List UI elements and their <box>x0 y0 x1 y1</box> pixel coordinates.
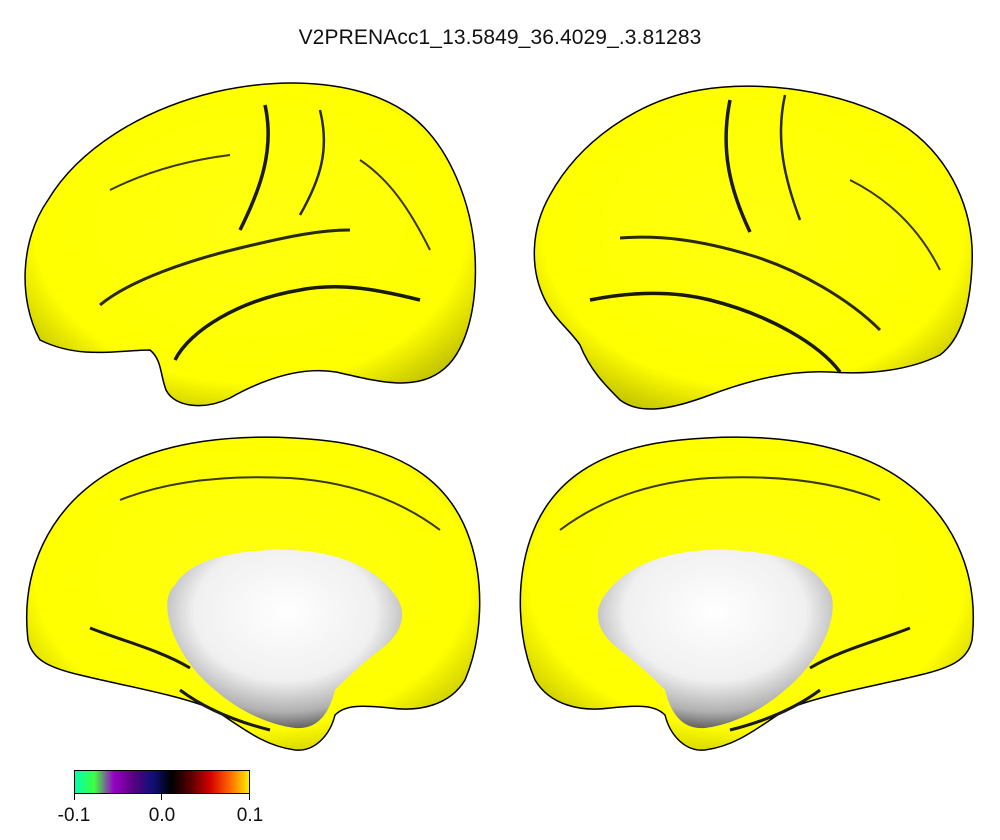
left-medial-hemisphere <box>26 436 481 751</box>
figure-title: V2PRENAcc1_13.5849_36.4029_.3.81283 <box>298 26 702 49</box>
left-lateral-hemisphere <box>24 82 477 407</box>
colorbar-label-max: 0.1 <box>236 805 264 826</box>
right-medial-wall <box>597 549 833 729</box>
right-lateral-hemisphere <box>533 85 973 410</box>
colorbar-tick-min <box>74 794 75 800</box>
left-medial-wall <box>167 549 403 729</box>
right-lateral-surface <box>533 85 973 410</box>
colorbar-tick-mid <box>161 794 162 800</box>
colorbar-gradient <box>74 770 250 794</box>
colorbar-tick-max <box>249 794 250 800</box>
right-medial-hemisphere <box>519 436 974 751</box>
colorbar-label-mid: 0.0 <box>148 805 176 826</box>
colorbar-label-min: -0.1 <box>57 805 91 826</box>
colorbar <box>74 770 250 800</box>
